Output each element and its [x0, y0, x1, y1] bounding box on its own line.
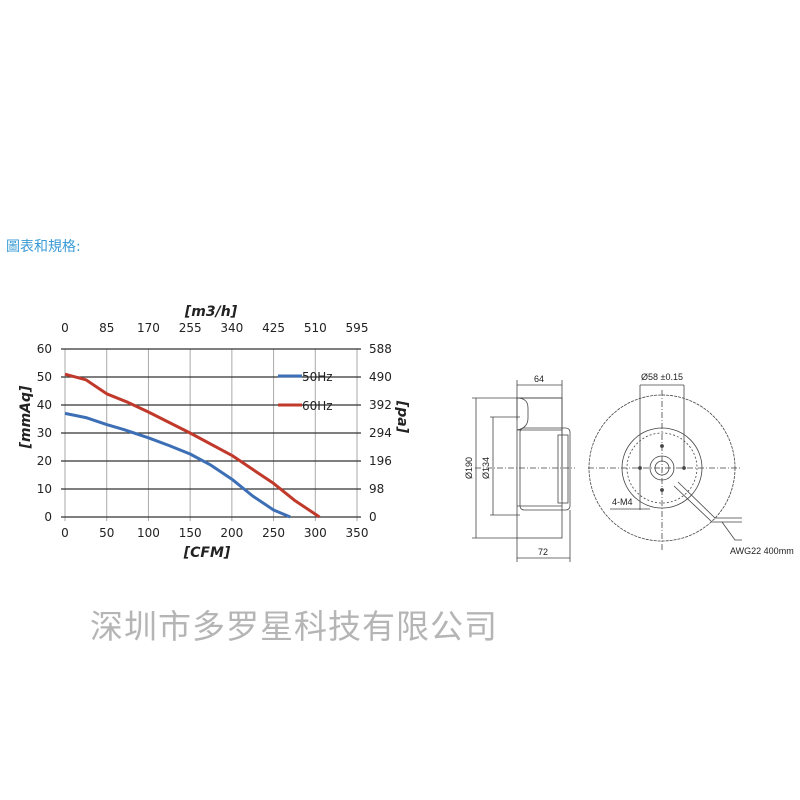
- side-view: [472, 380, 575, 562]
- tick-labels: 0050851001701502552003402504253005103505…: [37, 321, 392, 540]
- y2-axis-label: [pa]: [394, 400, 410, 434]
- dim-width-bottom: 72: [538, 547, 548, 557]
- dim-wire: AWG22 400mm: [730, 546, 794, 556]
- page-title: 圖表和規格:: [6, 239, 81, 255]
- dim-hole-pcd: Ø58 ±0.15: [641, 372, 683, 382]
- x-tick-label: 50: [99, 526, 114, 540]
- dim-inner-diameter: Ø134: [481, 457, 491, 479]
- x-tick-label: 100: [137, 526, 160, 540]
- y-tick-label: 0: [44, 510, 52, 524]
- series-line-60Hz: [64, 372, 321, 519]
- x2-tick-label: 595: [346, 321, 369, 335]
- watermark: 深圳市多罗星科技有限公司: [90, 607, 498, 646]
- front-view: [588, 384, 742, 550]
- y-tick-label: 10: [37, 482, 52, 496]
- y-tick-label: 30: [37, 426, 52, 440]
- fan-performance-chart: 0050851001701502552003402504253005103505…: [18, 304, 410, 561]
- x-tick-label: 350: [346, 526, 369, 540]
- x-tick-label: 200: [220, 526, 243, 540]
- legend-label: 60Hz: [302, 399, 333, 413]
- series-lines: [64, 372, 321, 519]
- x2-tick-label: 170: [137, 321, 160, 335]
- x2-tick-label: 0: [61, 321, 69, 335]
- grid: [61, 348, 361, 521]
- x-tick-label: 250: [262, 526, 285, 540]
- x-tick-label: 0: [61, 526, 69, 540]
- dim-width-top: 64: [534, 374, 544, 384]
- legend-label: 50Hz: [302, 370, 333, 384]
- x2-tick-label: 85: [99, 321, 114, 335]
- x2-tick-label: 340: [220, 321, 243, 335]
- x2-axis-label: [m3/h]: [184, 304, 238, 320]
- y2-tick-label: 490: [369, 370, 392, 384]
- y2-tick-label: 196: [369, 454, 392, 468]
- y2-tick-label: 392: [369, 398, 392, 412]
- x2-tick-label: 255: [179, 321, 202, 335]
- y-axis-label: [mmAq]: [18, 385, 34, 449]
- y2-tick-label: 0: [369, 510, 377, 524]
- legend: 50Hz 60Hz: [278, 370, 333, 413]
- y-tick-label: 40: [37, 398, 52, 412]
- x-axis-label: [CFM]: [183, 545, 231, 561]
- x-tick-label: 150: [179, 526, 202, 540]
- y2-tick-label: 294: [369, 426, 392, 440]
- dimension-drawing: 64 72 Ø190 Ø134 Ø58 ±0.15 4-M4 AWG22 400…: [464, 372, 794, 562]
- y-tick-label: 60: [37, 342, 52, 356]
- y2-tick-label: 98: [369, 482, 384, 496]
- y-tick-label: 50: [37, 370, 52, 384]
- series-line-50Hz: [64, 411, 291, 519]
- x2-tick-label: 425: [262, 321, 285, 335]
- x2-tick-label: 510: [304, 321, 327, 335]
- y2-tick-label: 588: [369, 342, 392, 356]
- dim-screws: 4-M4: [612, 497, 633, 507]
- y-tick-label: 20: [37, 454, 52, 468]
- dim-outer-diameter: Ø190: [464, 457, 474, 479]
- x-tick-label: 300: [304, 526, 327, 540]
